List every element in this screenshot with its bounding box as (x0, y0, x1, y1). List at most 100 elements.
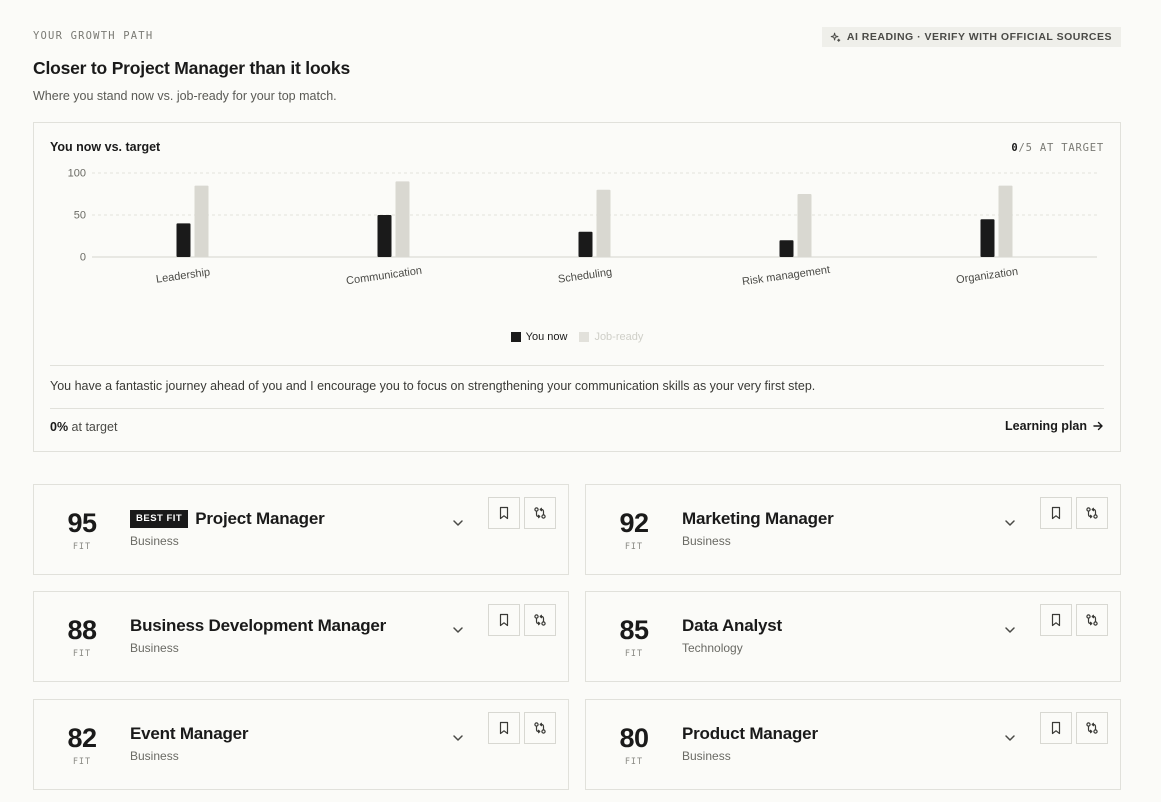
bookmark-button[interactable] (488, 604, 520, 636)
bookmark-button[interactable] (1040, 497, 1072, 529)
advice-text: You have a fantastic journey ahead of yo… (50, 379, 816, 393)
compare-icon (534, 722, 546, 734)
chevron-down-icon[interactable] (451, 623, 465, 637)
bookmark-icon (499, 613, 509, 627)
compare-icon (534, 614, 546, 626)
x-tick-label: Communication (345, 265, 422, 288)
bar-job-ready (395, 181, 410, 257)
job-title: Data Analyst (682, 616, 782, 635)
bookmark-icon (499, 721, 509, 735)
compare-icon (1086, 614, 1098, 626)
bar-job-ready (596, 189, 611, 257)
skills-chart-card: You now vs. target 0/5 AT TARGET 100 50 0 L… (33, 122, 1121, 452)
fit-score: 92 (619, 508, 649, 538)
divider (50, 408, 1104, 409)
legend-swatch-you-now (510, 332, 521, 342)
y-tick-label: 100 (68, 168, 86, 180)
compare-icon (1086, 722, 1098, 734)
bar-job-ready (998, 185, 1013, 257)
compare-button[interactable] (524, 712, 556, 744)
target-count: 0/5 AT TARGET (1011, 142, 1104, 154)
bookmark-button[interactable] (488, 497, 520, 529)
job-card[interactable]: 85 FIT Data Analyst Technology (585, 591, 1121, 682)
bar-you-now (980, 219, 995, 257)
ai-reading-text: AI READING · VERIFY WITH OFFICIAL SOURCE… (846, 31, 1112, 43)
compare-button[interactable] (1076, 604, 1108, 636)
job-title-row: Product Manager (682, 724, 818, 744)
ai-reading-badge: AI READING · VERIFY WITH OFFICIAL SOURCE… (821, 27, 1121, 47)
job-category: Business (682, 534, 731, 548)
divider (50, 365, 1104, 366)
job-card[interactable]: 80 FIT Product Manager Business (585, 699, 1121, 790)
job-title-row: Business Development Manager (130, 616, 386, 636)
bookmark-icon (1051, 613, 1061, 627)
best-fit-badge: BEST FIT (130, 510, 189, 528)
job-title: Event Manager (130, 724, 249, 743)
section-eyebrow: YOUR GROWTH PATH (33, 30, 154, 42)
arrow-right-icon (1093, 421, 1103, 431)
bookmark-icon (1051, 721, 1061, 735)
chart-title: You now vs. target (50, 140, 161, 154)
at-target-label: at target (68, 420, 118, 434)
bookmark-button[interactable] (488, 712, 520, 744)
chevron-down-icon[interactable] (451, 731, 465, 745)
y-tick-label: 0 (80, 252, 86, 264)
job-title: Marketing Manager (682, 509, 834, 528)
job-card[interactable]: 82 FIT Event Manager Business (33, 699, 569, 790)
job-card[interactable]: 88 FIT Business Development Manager Busi… (33, 591, 569, 682)
fit-score: 82 (67, 723, 97, 753)
learning-plan-label: Learning plan (1005, 419, 1087, 433)
fit-label: FIT (72, 542, 92, 552)
bookmark-button[interactable] (1040, 712, 1072, 744)
y-tick-label: 50 (74, 210, 86, 222)
bar-you-now (578, 231, 593, 257)
compare-button[interactable] (1076, 497, 1108, 529)
bar-you-now (176, 223, 191, 257)
legend-item-you-now: You now (510, 331, 567, 343)
fit-score: 88 (67, 615, 97, 645)
learning-plan-link[interactable]: Learning plan (1005, 419, 1104, 433)
job-title: Business Development Manager (130, 616, 387, 635)
at-target-summary: 0% at target (50, 420, 117, 434)
chevron-down-icon[interactable] (1003, 623, 1017, 637)
fit-label: FIT (624, 757, 644, 767)
chevron-down-icon[interactable] (1003, 731, 1017, 745)
job-title: Product Manager (682, 724, 818, 743)
at-target-value: 0% (50, 420, 69, 434)
job-card[interactable]: 92 FIT Marketing Manager Business (585, 484, 1121, 575)
fit-label: FIT (624, 649, 644, 659)
bar-job-ready (797, 194, 812, 257)
job-category: Technology (682, 641, 743, 655)
fit-score: 95 (67, 508, 97, 538)
compare-button[interactable] (1076, 712, 1108, 744)
bookmark-button[interactable] (1040, 604, 1072, 636)
legend-item-job-ready: Job-ready (579, 331, 643, 343)
compare-button[interactable] (524, 604, 556, 636)
fit-label: FIT (72, 757, 92, 767)
target-count-label: /5 AT TARGET (1018, 142, 1104, 154)
bar-you-now (779, 240, 794, 257)
chevron-down-icon[interactable] (1003, 516, 1017, 530)
bookmark-icon (1051, 506, 1061, 520)
fit-label: FIT (72, 649, 92, 659)
x-tick-label: Risk management (741, 264, 830, 288)
job-category: Business (130, 749, 179, 763)
bookmark-icon (499, 506, 509, 520)
compare-button[interactable] (524, 497, 556, 529)
job-category: Business (130, 534, 179, 548)
fit-score: 85 (619, 615, 649, 645)
job-card[interactable]: 95 FIT BEST FIT Project Manager Business (33, 484, 569, 575)
x-tick-label: Scheduling (557, 266, 613, 285)
chart-legend: You now Job-ready (34, 331, 1120, 343)
job-title-row: Event Manager (130, 724, 249, 744)
job-title-row: Data Analyst (682, 616, 782, 636)
job-title-row: BEST FIT Project Manager (130, 509, 325, 529)
skills-bar-chart: 100 50 0 Leadership Communication Scheduling R… (68, 168, 1097, 288)
target-count-value: 0 (1011, 142, 1019, 154)
job-title-row: Marketing Manager (682, 509, 834, 529)
compare-icon (1086, 507, 1098, 519)
legend-label-job-ready: Job-ready (594, 331, 644, 343)
chevron-down-icon[interactable] (451, 516, 465, 530)
job-title: Project Manager (195, 509, 325, 528)
job-category: Business (682, 749, 731, 763)
